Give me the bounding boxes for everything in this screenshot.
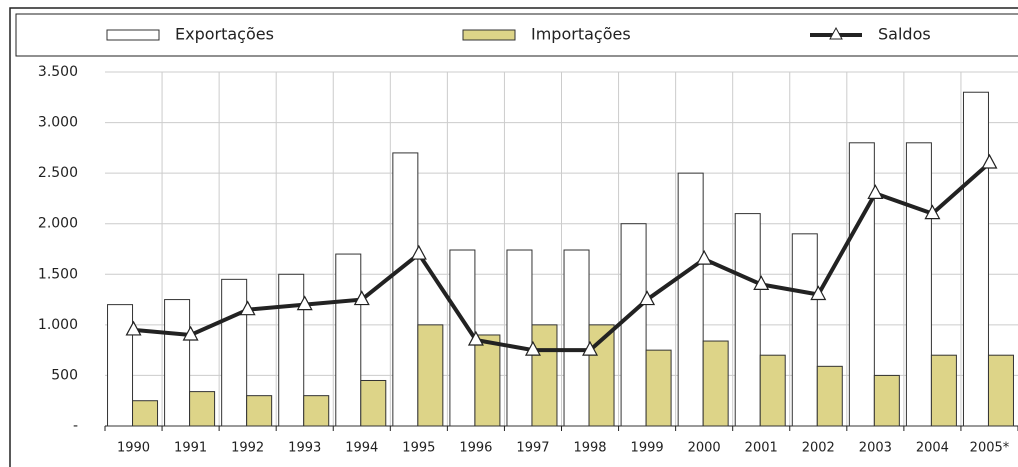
bar [873, 374, 900, 427]
bar [189, 391, 216, 427]
marker [125, 320, 142, 336]
x-tick-label: 1991 [174, 441, 207, 456]
legend-label: Exportações [175, 25, 274, 44]
marker [182, 325, 199, 341]
x-tick-label: 1996 [459, 441, 492, 456]
bar [132, 400, 159, 427]
marker [753, 275, 770, 290]
bar [360, 379, 387, 427]
legend-swatch [106, 29, 160, 41]
bar [759, 354, 786, 427]
bar [930, 354, 957, 427]
x-tick-label: 1992 [231, 441, 264, 456]
bar [278, 273, 305, 427]
legend-box [15, 13, 1018, 57]
marker [867, 184, 884, 199]
bar [962, 91, 989, 427]
legend-label: Saldos [878, 25, 931, 44]
bar [702, 340, 729, 427]
marker [467, 330, 484, 346]
y-tick-label: 1.500 [38, 266, 78, 282]
y-tick-label: 500 [51, 367, 78, 383]
bar [449, 249, 476, 427]
x-tick-label: 1995 [402, 441, 435, 456]
y-tick-label: 3.500 [38, 64, 78, 80]
bar [987, 354, 1014, 427]
bar [620, 223, 647, 427]
x-tick-label: 2004 [916, 441, 949, 456]
x-tick-label: 1994 [345, 441, 378, 456]
marker [410, 244, 427, 260]
bar [734, 213, 761, 427]
legend-marker [829, 26, 843, 40]
y-tick-label: 3.000 [38, 115, 78, 131]
x-tick-label: 1997 [516, 441, 549, 456]
bar [816, 365, 843, 427]
marker [639, 290, 656, 306]
marker [524, 340, 541, 356]
bar [791, 233, 818, 427]
legend-label: Importações [531, 25, 631, 44]
marker [924, 204, 941, 220]
x-tick-label: 1993 [288, 441, 321, 456]
y-tick-label: - [73, 418, 78, 434]
y-tick-label: 2.000 [38, 216, 78, 232]
bar [221, 278, 248, 427]
y-tick-label: 2.500 [38, 165, 78, 181]
bar [246, 395, 273, 427]
x-tick-label: 2005* [970, 441, 1010, 456]
x-tick-label: 1990 [117, 441, 150, 456]
bar [164, 299, 191, 427]
line [133, 161, 991, 353]
marker [353, 290, 370, 306]
x-tick-label: 2003 [859, 441, 892, 456]
x-tick-label: 1998 [573, 441, 606, 456]
marker [810, 285, 827, 301]
bar [392, 152, 419, 427]
marker [981, 153, 998, 169]
x-tick-label: 2002 [802, 441, 835, 456]
bar [848, 142, 875, 427]
x-tick-label: 1999 [631, 441, 664, 456]
legend-swatch [462, 29, 516, 41]
bar [905, 142, 932, 427]
x-tick-label: 2000 [688, 441, 721, 456]
bar [506, 249, 533, 427]
marker [582, 340, 599, 356]
bar [563, 249, 590, 427]
bar [677, 172, 704, 427]
y-tick-label: 1.000 [38, 317, 78, 333]
marker [239, 300, 256, 316]
bar [303, 395, 330, 427]
bar [107, 304, 134, 427]
marker [696, 249, 713, 265]
marker [296, 295, 313, 311]
bar [335, 253, 362, 427]
bar [474, 334, 501, 427]
bar [645, 349, 672, 427]
bar [417, 324, 444, 427]
x-tick-label: 2001 [745, 441, 778, 456]
bar [531, 324, 558, 427]
